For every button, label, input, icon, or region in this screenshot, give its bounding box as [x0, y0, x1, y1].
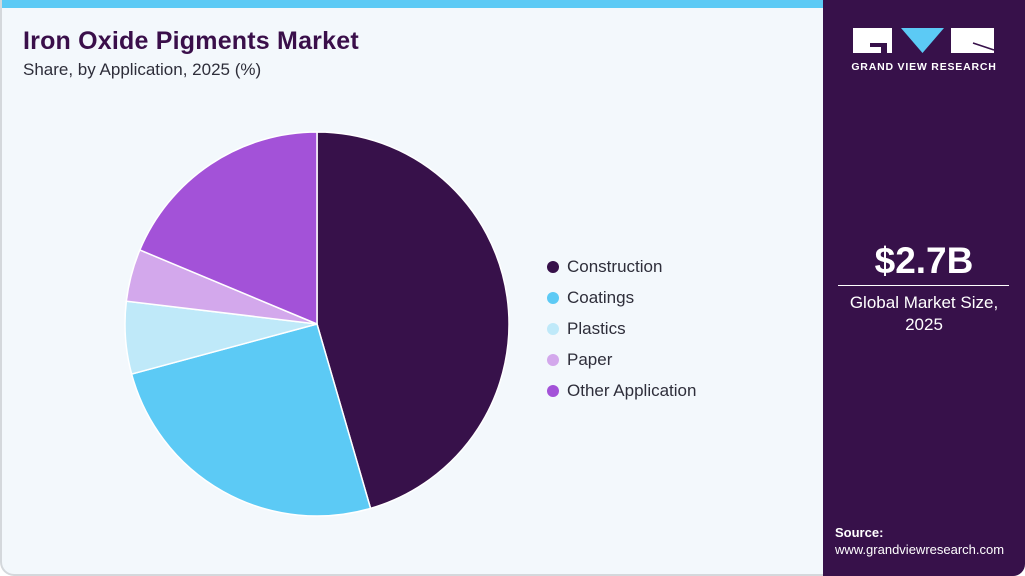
legend-dot-icon [547, 260, 559, 273]
source-label: Source: [835, 525, 884, 540]
chart-title: Iron Oxide Pigments Market [23, 27, 359, 55]
market-size-label: Global Market Size, 2025 [823, 292, 1025, 336]
legend-dot-icon [547, 354, 559, 367]
legend-label: Other Application [567, 381, 697, 401]
gvr-logo-icon [853, 28, 995, 53]
legend-label: Construction [567, 256, 663, 276]
pie-slice-construction [316, 131, 510, 510]
legend-item-construction: Construction [547, 251, 696, 282]
legend-label: Paper [567, 350, 613, 370]
divider [838, 285, 1009, 286]
chart-subtitle: Share, by Application, 2025 (%) [23, 60, 262, 79]
brand-name: GRAND VIEW RESEARCH [851, 61, 997, 73]
chart-panel: Iron Oxide Pigments Market Share, by App… [0, 0, 823, 576]
legend-label: Plastics [567, 318, 626, 338]
legend-item-other-application: Other Application [547, 376, 696, 407]
legend-item-paper: Paper [547, 345, 696, 376]
pie-slice-other-application [138, 131, 318, 326]
pie-slice-coatings [130, 323, 372, 517]
pie-chart [124, 131, 510, 517]
legend-dot-icon [547, 385, 559, 398]
legend-item-plastics: Plastics [547, 313, 696, 344]
market-label-line2: 2025 [905, 315, 943, 334]
legend-label: Coatings [567, 287, 635, 307]
legend-item-coatings: Coatings [547, 282, 696, 313]
market-label-line1: Global Market Size, [849, 293, 999, 312]
source-link[interactable]: www.grandviewresearch.com [835, 542, 1005, 557]
legend-dot-icon [547, 291, 559, 304]
sidebar: GRAND VIEW RESEARCH $2.7B Global Market … [823, 0, 1025, 576]
legend: Construction Coatings Plastics Paper Oth… [547, 251, 696, 407]
market-size-value: $2.7B [874, 240, 974, 281]
legend-dot-icon [547, 322, 559, 335]
accent-bar [2, 0, 823, 8]
